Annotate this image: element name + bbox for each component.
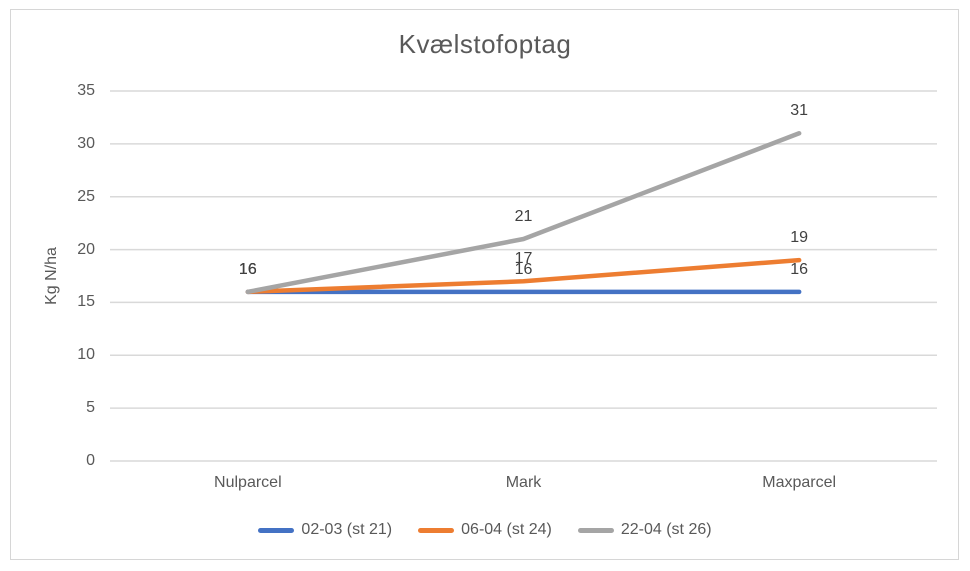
data-label: 31: [790, 102, 809, 120]
y-tick-label: 30: [77, 134, 95, 152]
legend: 02-03 (st 21) 06-04 (st 24) 22-04 (st 26): [0, 521, 970, 539]
legend-line-swatch: [258, 527, 295, 533]
y-tick-label: 25: [77, 187, 95, 205]
data-label: 17: [514, 250, 533, 268]
x-category-label: Mark: [505, 474, 542, 491]
legend-item-22-04-st-26-: 22-04 (st 26): [577, 521, 712, 539]
y-tick-label: 0: [86, 452, 95, 469]
x-category-label: Nulparcel: [214, 474, 282, 491]
y-tick-label: 5: [86, 399, 95, 417]
chart-title: Kvælstofoptag: [398, 29, 572, 59]
y-tick-label: 20: [77, 240, 95, 258]
legend-item-02-03-st-21-: 02-03 (st 21): [258, 521, 392, 539]
data-label: 16: [790, 260, 809, 278]
x-category-label: Maxparcel: [762, 474, 837, 491]
legend-line-swatch: [418, 527, 455, 533]
y-tick-label: 15: [77, 293, 95, 311]
data-label: 19: [790, 229, 809, 247]
legend-label: 22-04 (st 26): [620, 521, 712, 538]
data-label: 16: [238, 260, 257, 278]
legend-label: 06-04 (st 24): [461, 521, 552, 538]
legend-label: 02-03 (st 21): [301, 521, 393, 538]
data-label: 16: [514, 260, 533, 278]
series-line-06-04-st-24-: [245, 257, 802, 295]
data-label: 16: [238, 260, 257, 278]
data-label: 16: [238, 260, 257, 278]
chart-border: [10, 9, 959, 560]
series-line-22-04-st-26-: [245, 131, 802, 295]
data-label: 21: [514, 208, 533, 225]
legend-item-06-04-st-24-: 06-04 (st 24): [418, 521, 552, 539]
y-tick-label: 10: [77, 346, 95, 364]
y-tick-label: 35: [77, 82, 95, 99]
legend-line-swatch: [577, 527, 614, 533]
